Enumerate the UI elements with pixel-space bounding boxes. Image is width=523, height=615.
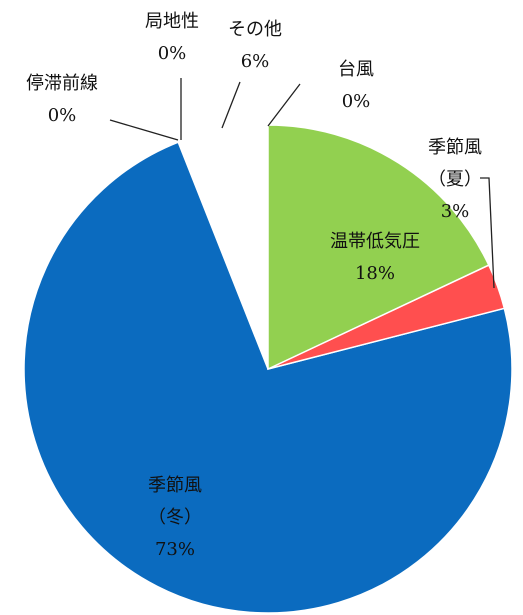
slice-label: 季節風 （冬） 73%	[148, 470, 202, 566]
category-label: 温帯低気圧	[330, 231, 420, 252]
slice-label: 局地性 0%	[145, 6, 199, 70]
value-label: 3%	[440, 201, 470, 222]
value-label: 6%	[240, 51, 270, 72]
slice-label: 温帯低気圧 18%	[330, 226, 420, 290]
value-label: 0%	[47, 105, 77, 126]
value-label: 0%	[157, 43, 187, 64]
slice-label: 停滞前線 0%	[26, 68, 98, 132]
category-label: その他	[228, 19, 282, 40]
value-label: 73%	[154, 539, 195, 560]
slice-label: その他 6%	[228, 14, 282, 78]
pie-slice	[23, 141, 513, 614]
category-label: 停滞前線	[26, 73, 98, 94]
category-label: 局地性	[145, 11, 199, 32]
pie-slice	[267, 124, 490, 371]
slice-label: 季節風（夏） 3%	[421, 132, 489, 228]
leader-lines	[109, 78, 495, 289]
slice-label: 台風 0%	[338, 54, 374, 118]
category-label: 台風	[338, 59, 374, 80]
category-label: 季節風 （冬）	[148, 475, 202, 528]
value-label: 0%	[341, 91, 371, 112]
value-label: 18%	[354, 263, 395, 284]
category-label: 季節風（夏）	[428, 137, 482, 190]
